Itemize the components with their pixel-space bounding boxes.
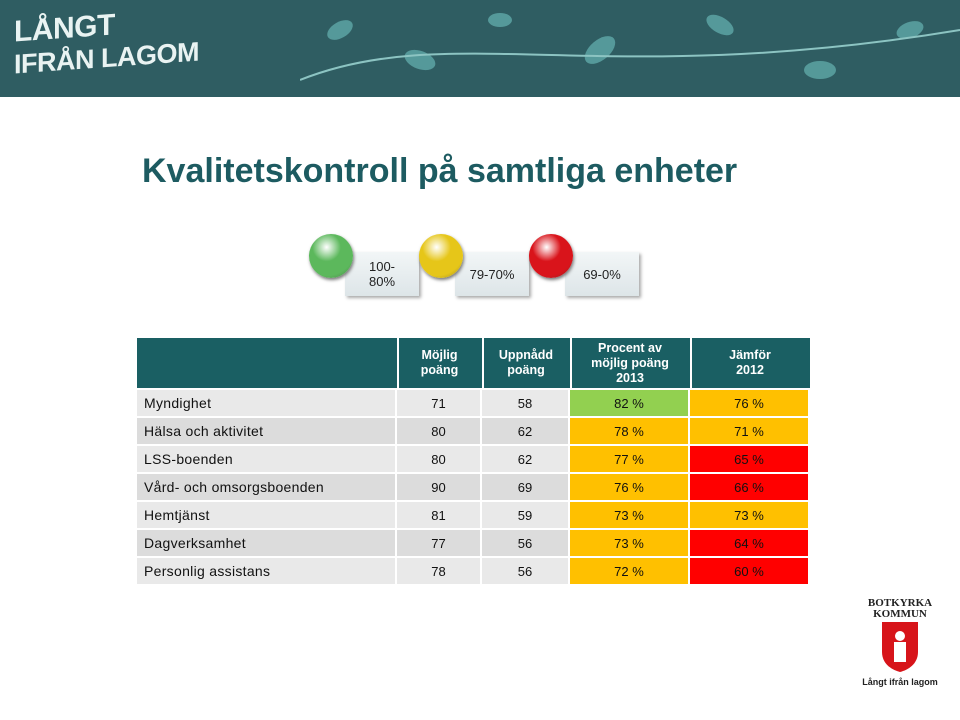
- table-cell: 64 %: [690, 530, 808, 556]
- logo-name: KOMMUN: [873, 608, 927, 620]
- municipality-logo: BOTKYRKA KOMMUN Långt ifrån lagom: [858, 597, 942, 688]
- header-text: Uppnådd: [498, 348, 554, 362]
- header-text: 2013: [616, 370, 644, 385]
- legend-label: 100-: [368, 259, 396, 274]
- table-cell: 76 %: [690, 390, 808, 416]
- logo: LÅNGT IFRÅN LAGOM: [14, 4, 199, 81]
- legend-box: 100- 80%: [345, 252, 419, 296]
- leaf-decoration: [300, 13, 960, 81]
- legend-label: 80%: [368, 274, 396, 289]
- table-cell: 65 %: [690, 446, 808, 472]
- header-text: möjlig poäng: [591, 355, 669, 370]
- banner: LÅNGT IFRÅN LAGOM: [0, 0, 960, 97]
- legend-label: 69-0%: [583, 266, 621, 282]
- header-cell: Uppnådd poäng: [482, 338, 568, 388]
- table-cell: 81: [397, 502, 480, 528]
- legend-label: 79-70%: [469, 266, 515, 282]
- row-label: Hälsa och aktivitet: [137, 418, 395, 444]
- row-label: Myndighet: [137, 390, 395, 416]
- table-cell: 71: [397, 390, 480, 416]
- row-label: Vård- och omsorgsboenden: [137, 474, 395, 500]
- table-cell: 90: [397, 474, 480, 500]
- table-cell: 73 %: [570, 530, 688, 556]
- table-cell: 77 %: [570, 446, 688, 472]
- header-text: Möjlig: [421, 348, 458, 362]
- header-text: poäng: [507, 363, 545, 377]
- table-cell: 60 %: [690, 558, 808, 584]
- table-cell: 62: [482, 446, 568, 472]
- header-text: 2012: [736, 363, 764, 377]
- header-cell: Möjlig poäng: [397, 338, 480, 388]
- row-label: Hemtjänst: [137, 502, 395, 528]
- header-text: Procent av: [598, 340, 662, 355]
- logo-slogan: Långt ifrån lagom: [862, 677, 938, 687]
- legend-ball: [419, 234, 463, 278]
- table-cell: 62: [482, 418, 568, 444]
- table-cell: 58: [482, 390, 568, 416]
- row-label: LSS-boenden: [137, 446, 395, 472]
- header-row: [137, 338, 810, 388]
- table-cell: 71 %: [690, 418, 808, 444]
- legend-box: 79-70%: [455, 252, 529, 296]
- table-cell: 69: [482, 474, 568, 500]
- title: Kvalitetskontroll på samtliga enheter: [142, 152, 738, 190]
- table-cell: 77: [397, 530, 480, 556]
- table-cell: 72 %: [570, 558, 688, 584]
- row-label: Dagverksamhet: [137, 530, 395, 556]
- table-cell: 59: [482, 502, 568, 528]
- table-cell: 78 %: [570, 418, 688, 444]
- table-cell: 56: [482, 558, 568, 584]
- table-cell: 73 %: [570, 502, 688, 528]
- legend-ball: [309, 234, 353, 278]
- header-text: Jämför: [729, 348, 771, 362]
- table-cell: 78: [397, 558, 480, 584]
- legend-box: 69-0%: [565, 252, 639, 296]
- shield: [882, 622, 918, 672]
- header-text: poäng: [420, 363, 459, 377]
- table-cell: 80: [397, 446, 480, 472]
- table-cell: 56: [482, 530, 568, 556]
- table-cell: 82 %: [570, 390, 688, 416]
- table-cell: 76 %: [570, 474, 688, 500]
- header-cell: Procent av möjlig poäng 2013: [570, 338, 688, 388]
- header-cell: Jämför 2012: [690, 338, 808, 388]
- table-cell: 66 %: [690, 474, 808, 500]
- table-cell: 80: [397, 418, 480, 444]
- logo-name: BOTKYRKA: [867, 597, 933, 609]
- row-label: Personlig assistans: [137, 558, 395, 584]
- table-cell: 73 %: [690, 502, 808, 528]
- legend-ball: [529, 234, 573, 278]
